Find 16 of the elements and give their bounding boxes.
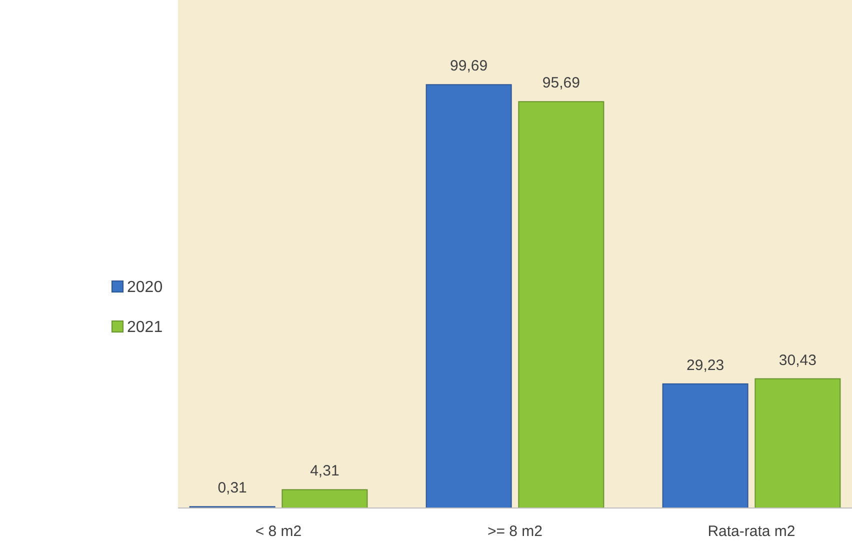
bar [282, 489, 368, 508]
bar [662, 383, 748, 508]
data-label: 4,31 [310, 462, 340, 480]
data-label: 30,43 [778, 352, 816, 369]
bar [518, 101, 604, 508]
data-label: 95,69 [542, 74, 580, 92]
x-tick-label: >= 8 m2 [487, 523, 543, 540]
bar [426, 84, 512, 508]
legend-label: 2020 [127, 279, 163, 296]
legend-label: 2021 [127, 319, 163, 336]
bar [754, 378, 841, 508]
data-label: 99,69 [450, 58, 488, 75]
data-label: 29,23 [686, 356, 724, 374]
x-tick-label: Rata-rata m2 [708, 523, 796, 540]
data-label: 0,31 [218, 480, 247, 497]
x-tick-label: < 8 m2 [255, 523, 302, 540]
